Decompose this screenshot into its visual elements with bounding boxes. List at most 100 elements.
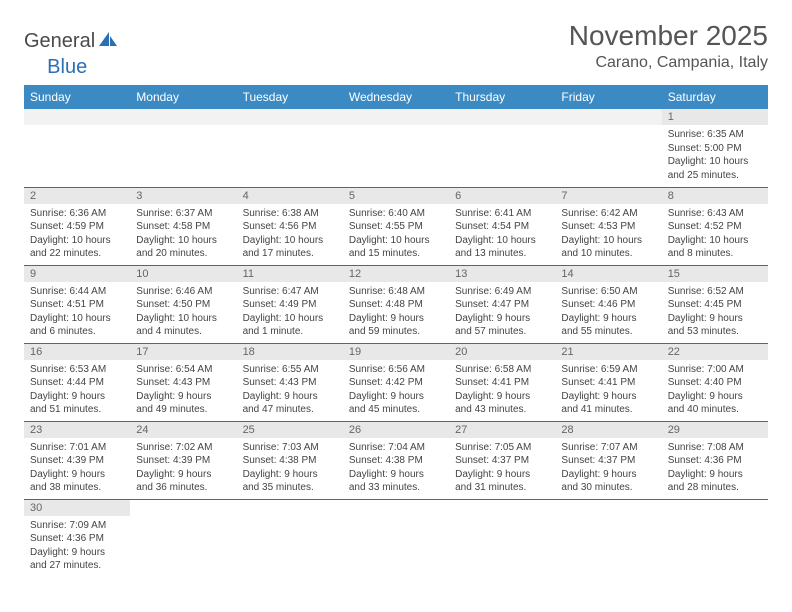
day-details: Sunrise: 6:58 AMSunset: 4:41 PMDaylight:… [449,360,555,421]
logo-text-blue: Blue [47,56,87,79]
sunset-text: Sunset: 4:48 PM [349,298,443,312]
calendar-cell: 9Sunrise: 6:44 AMSunset: 4:51 PMDaylight… [24,265,130,343]
day-details: Sunrise: 6:40 AMSunset: 4:55 PMDaylight:… [343,204,449,265]
day-details: Sunrise: 6:36 AMSunset: 4:59 PMDaylight:… [24,204,130,265]
calendar-cell: 3Sunrise: 6:37 AMSunset: 4:58 PMDaylight… [130,187,236,265]
sunrise-text: Sunrise: 6:49 AM [455,285,549,299]
calendar-cell [130,499,236,577]
day-details: Sunrise: 6:41 AMSunset: 4:54 PMDaylight:… [449,204,555,265]
calendar-cell: 17Sunrise: 6:54 AMSunset: 4:43 PMDayligh… [130,343,236,421]
daylight-text: Daylight: 9 hours and 33 minutes. [349,468,443,495]
sunset-text: Sunset: 4:55 PM [349,220,443,234]
daylight-text: Daylight: 10 hours and 20 minutes. [136,234,230,261]
calendar-cell [24,109,130,187]
sunset-text: Sunset: 4:36 PM [668,454,762,468]
sunset-text: Sunset: 4:54 PM [455,220,549,234]
sunrise-text: Sunrise: 6:35 AM [668,128,762,142]
sunset-text: Sunset: 4:36 PM [30,532,124,546]
day-number: 19 [343,344,449,360]
daylight-text: Daylight: 9 hours and 45 minutes. [349,390,443,417]
calendar-cell: 25Sunrise: 7:03 AMSunset: 4:38 PMDayligh… [237,421,343,499]
sunset-text: Sunset: 4:50 PM [136,298,230,312]
calendar-week-row: 16Sunrise: 6:53 AMSunset: 4:44 PMDayligh… [24,343,768,421]
daylight-text: Daylight: 9 hours and 28 minutes. [668,468,762,495]
calendar-week-row: 9Sunrise: 6:44 AMSunset: 4:51 PMDaylight… [24,265,768,343]
day-details: Sunrise: 7:09 AMSunset: 4:36 PMDaylight:… [24,516,130,577]
calendar-week-row: 30Sunrise: 7:09 AMSunset: 4:36 PMDayligh… [24,499,768,577]
daylight-text: Daylight: 9 hours and 36 minutes. [136,468,230,495]
sunset-text: Sunset: 4:37 PM [455,454,549,468]
day-number: 26 [343,422,449,438]
calendar-cell: 4Sunrise: 6:38 AMSunset: 4:56 PMDaylight… [237,187,343,265]
day-details: Sunrise: 6:42 AMSunset: 4:53 PMDaylight:… [555,204,661,265]
daylight-text: Daylight: 9 hours and 38 minutes. [30,468,124,495]
sunrise-text: Sunrise: 7:08 AM [668,441,762,455]
daylight-text: Daylight: 9 hours and 49 minutes. [136,390,230,417]
calendar-cell: 2Sunrise: 6:36 AMSunset: 4:59 PMDaylight… [24,187,130,265]
calendar-cell: 13Sunrise: 6:49 AMSunset: 4:47 PMDayligh… [449,265,555,343]
calendar-cell: 10Sunrise: 6:46 AMSunset: 4:50 PMDayligh… [130,265,236,343]
sunset-text: Sunset: 4:56 PM [243,220,337,234]
weekday-header: Friday [555,85,661,109]
calendar-cell: 5Sunrise: 6:40 AMSunset: 4:55 PMDaylight… [343,187,449,265]
day-details: Sunrise: 7:04 AMSunset: 4:38 PMDaylight:… [343,438,449,499]
weekday-header: Tuesday [237,85,343,109]
sunrise-text: Sunrise: 7:00 AM [668,363,762,377]
daylight-text: Daylight: 9 hours and 47 minutes. [243,390,337,417]
calendar-cell: 27Sunrise: 7:05 AMSunset: 4:37 PMDayligh… [449,421,555,499]
day-number: 29 [662,422,768,438]
calendar-cell [555,109,661,187]
daylight-text: Daylight: 9 hours and 53 minutes. [668,312,762,339]
day-number: 8 [662,188,768,204]
daylight-text: Daylight: 9 hours and 41 minutes. [561,390,655,417]
calendar-cell [662,499,768,577]
sunset-text: Sunset: 4:58 PM [136,220,230,234]
daylight-text: Daylight: 10 hours and 1 minute. [243,312,337,339]
day-details: Sunrise: 6:46 AMSunset: 4:50 PMDaylight:… [130,282,236,343]
calendar-cell [237,499,343,577]
sunrise-text: Sunrise: 6:55 AM [243,363,337,377]
sunset-text: Sunset: 4:43 PM [136,376,230,390]
day-details: Sunrise: 6:35 AMSunset: 5:00 PMDaylight:… [662,125,768,186]
sunrise-text: Sunrise: 6:41 AM [455,207,549,221]
calendar-cell: 1Sunrise: 6:35 AMSunset: 5:00 PMDaylight… [662,109,768,187]
day-number: 10 [130,266,236,282]
calendar-cell: 22Sunrise: 7:00 AMSunset: 4:40 PMDayligh… [662,343,768,421]
day-number: 14 [555,266,661,282]
sunset-text: Sunset: 4:44 PM [30,376,124,390]
day-number: 9 [24,266,130,282]
day-number: 20 [449,344,555,360]
calendar-cell: 12Sunrise: 6:48 AMSunset: 4:48 PMDayligh… [343,265,449,343]
calendar-cell: 16Sunrise: 6:53 AMSunset: 4:44 PMDayligh… [24,343,130,421]
calendar-cell: 23Sunrise: 7:01 AMSunset: 4:39 PMDayligh… [24,421,130,499]
day-details: Sunrise: 6:54 AMSunset: 4:43 PMDaylight:… [130,360,236,421]
day-number: 13 [449,266,555,282]
sunrise-text: Sunrise: 6:42 AM [561,207,655,221]
sunset-text: Sunset: 4:41 PM [455,376,549,390]
sunset-text: Sunset: 4:49 PM [243,298,337,312]
calendar-cell: 11Sunrise: 6:47 AMSunset: 4:49 PMDayligh… [237,265,343,343]
day-number: 17 [130,344,236,360]
sunrise-text: Sunrise: 6:40 AM [349,207,443,221]
day-number: 6 [449,188,555,204]
calendar-cell: 7Sunrise: 6:42 AMSunset: 4:53 PMDaylight… [555,187,661,265]
sunset-text: Sunset: 4:42 PM [349,376,443,390]
calendar-cell [555,499,661,577]
daylight-text: Daylight: 10 hours and 4 minutes. [136,312,230,339]
day-number: 12 [343,266,449,282]
calendar-cell: 14Sunrise: 6:50 AMSunset: 4:46 PMDayligh… [555,265,661,343]
sunset-text: Sunset: 4:37 PM [561,454,655,468]
sunrise-text: Sunrise: 7:02 AM [136,441,230,455]
weekday-header: Monday [130,85,236,109]
day-number: 27 [449,422,555,438]
day-details: Sunrise: 6:53 AMSunset: 4:44 PMDaylight:… [24,360,130,421]
calendar-cell: 21Sunrise: 6:59 AMSunset: 4:41 PMDayligh… [555,343,661,421]
sunrise-text: Sunrise: 6:44 AM [30,285,124,299]
calendar-week-row: 1Sunrise: 6:35 AMSunset: 5:00 PMDaylight… [24,109,768,187]
sunrise-text: Sunrise: 6:46 AM [136,285,230,299]
daylight-text: Daylight: 10 hours and 25 minutes. [668,155,762,182]
sunrise-text: Sunrise: 6:47 AM [243,285,337,299]
day-details: Sunrise: 6:59 AMSunset: 4:41 PMDaylight:… [555,360,661,421]
sunset-text: Sunset: 4:38 PM [349,454,443,468]
day-details: Sunrise: 7:03 AMSunset: 4:38 PMDaylight:… [237,438,343,499]
